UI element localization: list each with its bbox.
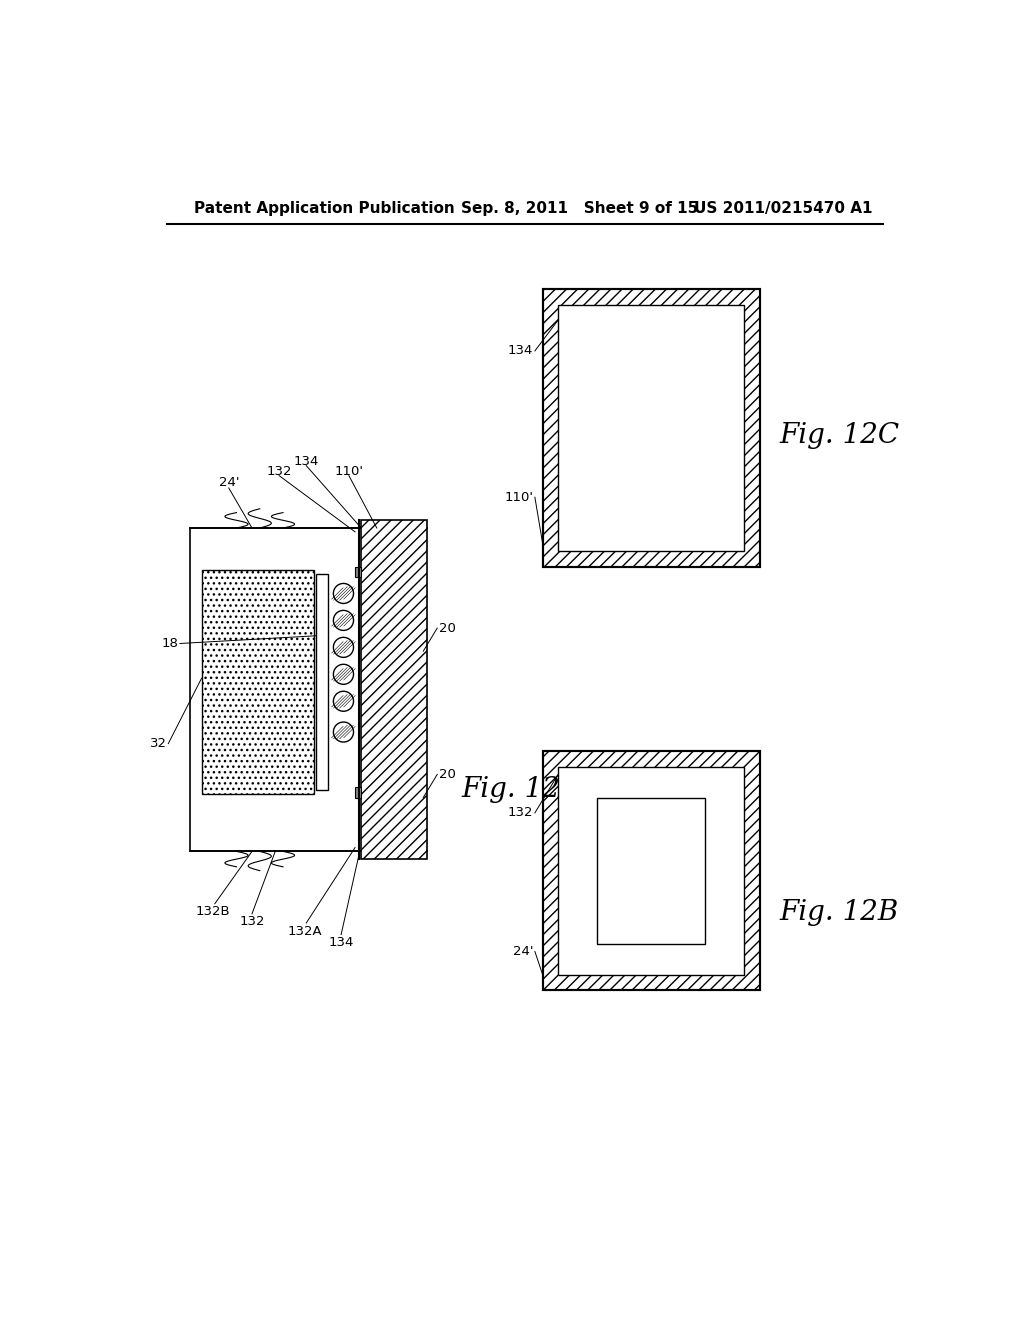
Text: 134: 134 [508,345,534,358]
Text: Fig. 12C: Fig. 12C [779,422,899,449]
Bar [558,305,744,552]
Bar [543,289,760,566]
Text: 132: 132 [508,807,534,820]
Text: 110': 110' [335,465,364,478]
Bar [190,528,384,851]
Text: 20: 20 [438,768,456,781]
Bar [543,751,760,990]
Bar [558,767,744,974]
Text: 24': 24' [513,945,534,958]
Text: Patent Application Publication: Patent Application Publication [194,201,455,216]
Circle shape [334,664,353,684]
Circle shape [334,722,353,742]
Text: 20: 20 [438,622,456,635]
Text: 134: 134 [294,455,318,469]
Bar [597,797,706,944]
Bar [355,566,361,577]
Bar [361,520,427,859]
Circle shape [334,638,353,657]
Text: Fig. 12A: Fig. 12A [461,776,581,804]
Circle shape [334,583,353,603]
Text: Sep. 8, 2011   Sheet 9 of 15: Sep. 8, 2011 Sheet 9 of 15 [461,201,698,216]
Bar [202,570,314,793]
Text: Fig. 12B: Fig. 12B [779,899,898,927]
Text: 132B: 132B [196,906,230,919]
Bar [543,751,760,990]
Text: 132: 132 [266,465,292,478]
Text: 132: 132 [240,915,265,928]
Circle shape [334,692,353,711]
Circle shape [334,610,353,631]
Bar [543,289,760,566]
Text: 134: 134 [329,936,354,949]
Text: 18: 18 [162,638,178,649]
Text: 24': 24' [218,477,239,490]
Bar [315,574,328,789]
Bar [355,787,361,797]
Text: 18: 18 [641,862,662,879]
Text: 132A: 132A [288,924,322,937]
Text: 32: 32 [150,737,167,750]
Text: US 2011/0215470 A1: US 2011/0215470 A1 [693,201,872,216]
Text: 110': 110' [505,491,534,504]
